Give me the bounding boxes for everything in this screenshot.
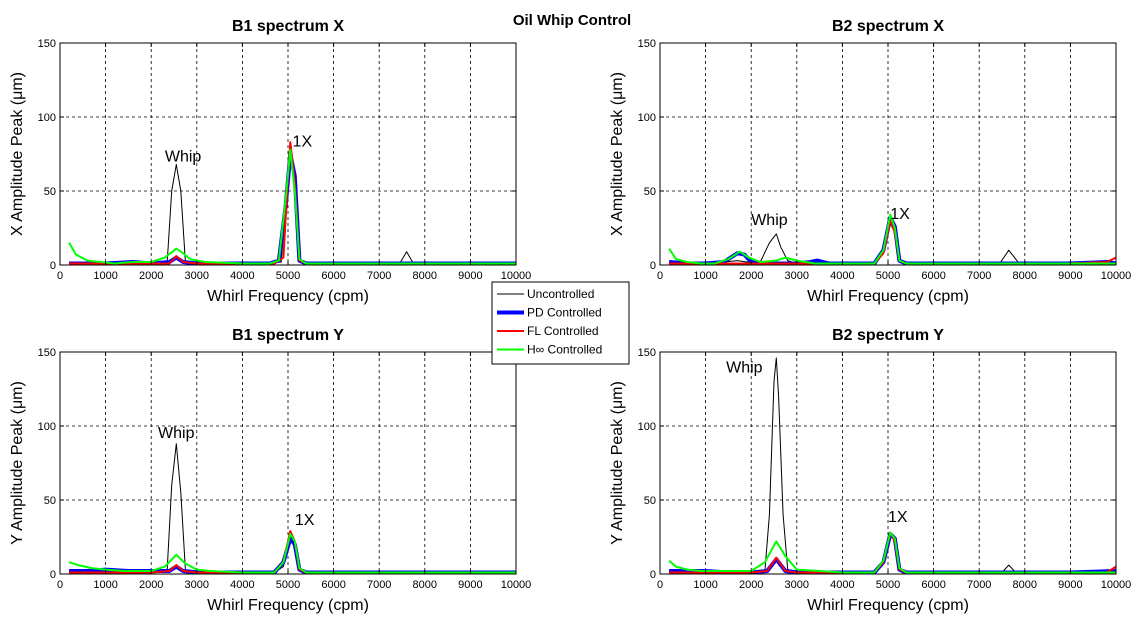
x-tick-label: 3000	[185, 579, 209, 591]
panel-title: B2 spectrum X	[832, 18, 944, 35]
x-tick-label: 3000	[185, 270, 209, 282]
x-tick-label: 8000	[1013, 270, 1037, 282]
y-tick-label: 150	[38, 347, 56, 359]
y-axis-label: Y Amplitude Peak (μm)	[9, 381, 26, 545]
y-tick-label: 50	[644, 186, 656, 198]
legend-label-fl-controlled: FL Controlled	[527, 324, 599, 338]
panel-title: B1 spectrum X	[232, 18, 344, 35]
annotation-1x: 1X	[890, 206, 910, 223]
legend: Uncontrolled PD Controlled FL Controlled H∞…	[491, 281, 630, 365]
x-tick-label: 2000	[139, 579, 163, 591]
x-tick-label: 5000	[276, 579, 300, 591]
x-tick-label: 4000	[230, 579, 254, 591]
x-tick-label: 8000	[413, 579, 437, 591]
annotation-whip: Whip	[165, 148, 202, 165]
x-tick-label: 9000	[1058, 579, 1082, 591]
x-tick-label: 9000	[1058, 270, 1082, 282]
x-tick-label: 0	[57, 270, 63, 282]
x-tick-label: 10000	[1101, 270, 1132, 282]
annotation-whip: Whip	[726, 360, 763, 377]
figure-title: Oil Whip Control	[513, 12, 631, 29]
y-axis-label: X Amplitude Peak (μm)	[9, 72, 26, 236]
x-tick-label: 2000	[139, 270, 163, 282]
y-tick-label: 150	[638, 38, 656, 50]
x-tick-label: 2000	[739, 579, 763, 591]
panel-1: 0 1000 2000 3000 4000 5000 6000 7000 8000 9000 100…	[9, 18, 531, 305]
x-tick-label: 8000	[1013, 579, 1037, 591]
panel-3: 0 1000 2000 3000 4000 5000 6000 7000 8000 9000 100…	[9, 327, 531, 614]
annotation-1x: 1X	[293, 134, 313, 151]
x-tick-label: 0	[657, 270, 663, 282]
y-tick-label: 150	[638, 347, 656, 359]
y-tick-label: 0	[650, 260, 656, 272]
x-tick-label: 4000	[830, 579, 854, 591]
x-tick-label: 5000	[876, 270, 900, 282]
y-axis-label: X Amplitude Peak (μm)	[609, 72, 626, 236]
x-tick-label: 7000	[967, 270, 991, 282]
x-tick-label: 1000	[93, 579, 117, 591]
annotation-1x: 1X	[295, 512, 315, 529]
x-tick-label: 9000	[458, 579, 482, 591]
legend-label-hinf-controlled: H∞ Controlled	[527, 343, 602, 357]
annotation-whip: Whip	[158, 425, 195, 442]
x-tick-label: 8000	[413, 270, 437, 282]
y-tick-label: 0	[50, 260, 56, 272]
x-tick-label: 10000	[1101, 579, 1132, 591]
y-tick-label: 50	[44, 495, 56, 507]
x-tick-label: 7000	[367, 579, 391, 591]
y-tick-label: 0	[50, 569, 56, 581]
y-tick-label: 100	[38, 112, 56, 124]
y-tick-label: 50	[44, 186, 56, 198]
x-tick-label: 6000	[321, 270, 345, 282]
y-tick-label: 100	[638, 421, 656, 433]
x-tick-label: 10000	[501, 270, 532, 282]
series-hinf-controlled	[68, 148, 516, 265]
x-axis-label: Whirl Frequency (cpm)	[807, 288, 969, 305]
legend-label-pd-controlled: PD Controlled	[527, 306, 602, 320]
x-tick-label: 3000	[785, 579, 809, 591]
x-tick-label: 4000	[830, 270, 854, 282]
x-axis-label: Whirl Frequency (cpm)	[207, 288, 369, 305]
y-tick-label: 50	[644, 495, 656, 507]
x-axis-label: Whirl Frequency (cpm)	[207, 597, 369, 614]
x-tick-label: 1000	[693, 579, 717, 591]
x-axis-label: Whirl Frequency (cpm)	[807, 597, 969, 614]
x-tick-label: 7000	[967, 579, 991, 591]
y-tick-label: 100	[638, 112, 656, 124]
x-tick-label: 1000	[693, 270, 717, 282]
y-tick-label: 150	[38, 38, 56, 50]
x-tick-label: 9000	[458, 270, 482, 282]
x-tick-label: 7000	[367, 270, 391, 282]
x-tick-label: 10000	[501, 579, 532, 591]
panel-title: B1 spectrum Y	[232, 327, 344, 344]
y-axis-label: Y Amplitude Peak (μm)	[609, 381, 626, 545]
x-tick-label: 4000	[230, 270, 254, 282]
x-tick-label: 6000	[321, 579, 345, 591]
annotation-whip: Whip	[751, 212, 788, 229]
y-tick-label: 0	[650, 569, 656, 581]
annotation-1x: 1X	[888, 509, 908, 526]
panel-4: 0 1000 2000 3000 4000 5000 6000 7000 8000 9000 100…	[609, 327, 1131, 614]
panel-2: 0 1000 2000 3000 4000 5000 6000 7000 8000 9000 100…	[609, 18, 1131, 305]
x-tick-label: 1000	[93, 270, 117, 282]
panel-title: B2 spectrum Y	[832, 327, 944, 344]
x-tick-label: 0	[657, 579, 663, 591]
x-tick-label: 0	[57, 579, 63, 591]
x-tick-label: 3000	[785, 270, 809, 282]
y-tick-label: 100	[38, 421, 56, 433]
x-tick-label: 5000	[276, 270, 300, 282]
legend-label-uncontrolled: Uncontrolled	[527, 287, 594, 301]
x-tick-label: 2000	[739, 270, 763, 282]
x-tick-label: 6000	[921, 270, 945, 282]
x-tick-label: 5000	[876, 579, 900, 591]
x-tick-label: 6000	[921, 579, 945, 591]
